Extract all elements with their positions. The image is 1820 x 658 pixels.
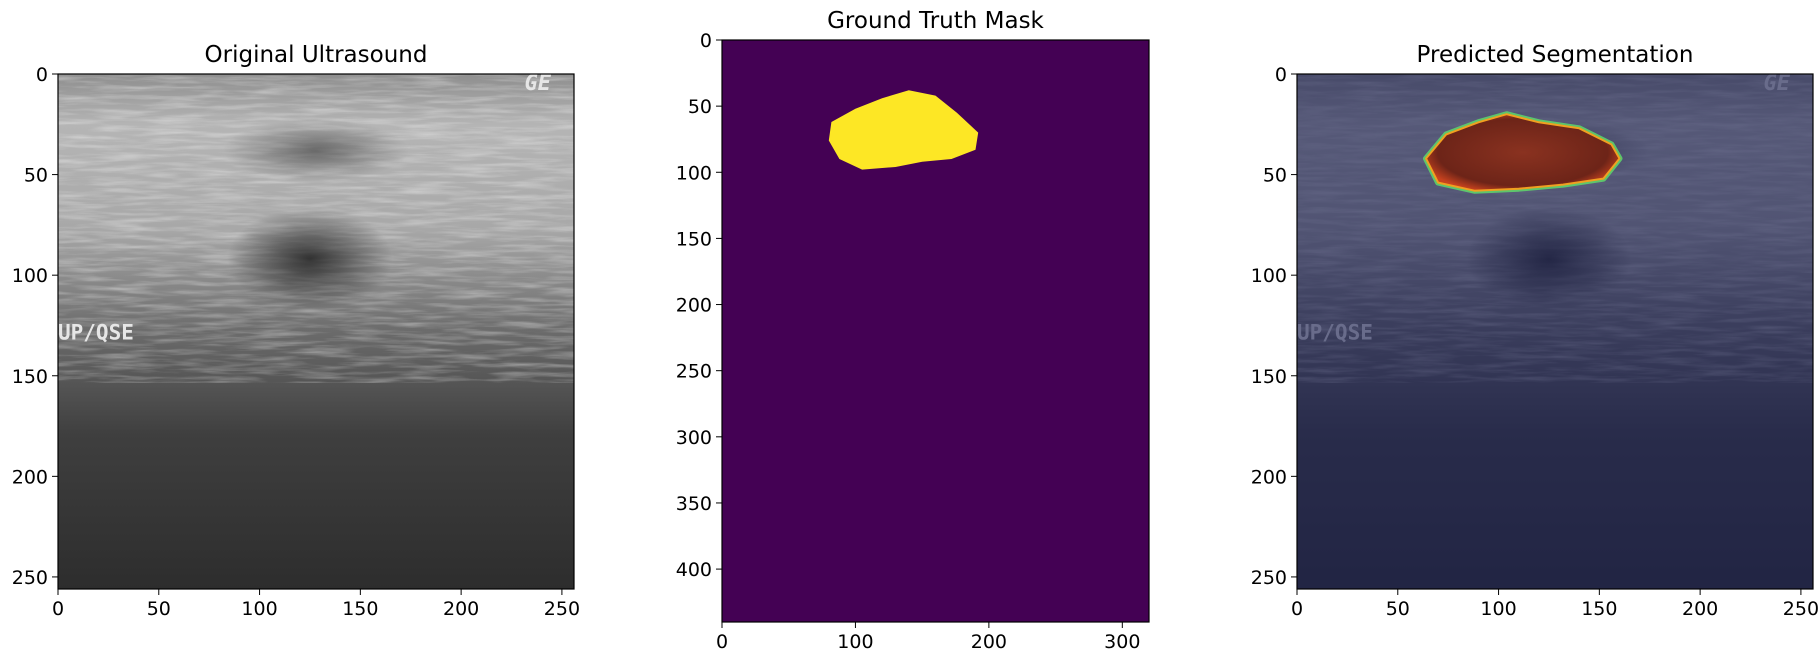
y-tick-label: 0 xyxy=(36,64,48,86)
y-tick-label: 100 xyxy=(676,162,712,184)
panel-title: Predicted Segmentation xyxy=(1417,42,1694,68)
y-tick-label: 100 xyxy=(1251,265,1287,287)
y-tick-label: 0 xyxy=(700,30,712,52)
y-tick-label: 150 xyxy=(12,366,48,388)
x-tick-label: 50 xyxy=(1386,598,1410,620)
x-tick-label: 200 xyxy=(443,598,479,620)
x-tick-label: 250 xyxy=(1783,598,1819,620)
y-tick-label: 350 xyxy=(676,493,712,515)
x-tick-label: 0 xyxy=(716,631,728,653)
y-tick-label: 250 xyxy=(1251,567,1287,589)
y-tick-label: 100 xyxy=(12,265,48,287)
y-tick-label: 250 xyxy=(676,361,712,383)
y-tick-label: 300 xyxy=(676,427,712,449)
y-tick-label: 200 xyxy=(676,295,712,317)
x-tick-label: 250 xyxy=(544,598,580,620)
x-tick-label: 100 xyxy=(241,598,277,620)
x-tick-label: 0 xyxy=(52,598,64,620)
x-tick-label: 150 xyxy=(342,598,378,620)
x-tick-label: 200 xyxy=(1682,598,1718,620)
probe-label-text: UP/QSE xyxy=(58,321,134,345)
x-tick-label: 0 xyxy=(1291,598,1303,620)
y-tick-label: 400 xyxy=(676,559,712,581)
y-tick-label: 150 xyxy=(1251,366,1287,388)
predicted-segmentation xyxy=(1425,113,1621,192)
x-tick-label: 200 xyxy=(971,631,1007,653)
image-area: GE UP/QSE xyxy=(58,71,574,589)
y-tick-label: 50 xyxy=(24,165,48,187)
y-tick-label: 50 xyxy=(1263,165,1287,187)
lesion-region xyxy=(223,119,409,182)
axes-frame xyxy=(721,39,1150,623)
ge-logo-text: GE xyxy=(524,71,551,96)
axes-frame xyxy=(1296,73,1814,590)
axes-frame xyxy=(57,73,575,590)
x-tick-label: 100 xyxy=(837,631,873,653)
panel-title: Original Ultrasound xyxy=(205,42,428,68)
y-tick-label: 200 xyxy=(12,466,48,488)
hypoechoic-region xyxy=(227,207,393,311)
x-tick-label: 100 xyxy=(1480,598,1516,620)
y-tick-label: 250 xyxy=(12,567,48,589)
x-tick-label: 150 xyxy=(1581,598,1617,620)
y-tick-label: 0 xyxy=(1275,64,1287,86)
x-tick-label: 300 xyxy=(1104,631,1140,653)
panel-1: GE UP/QSE Original Ultrasound 0 50 100 150 200 2… xyxy=(12,42,580,620)
panel-2: Ground Truth Mask 0 100 200 300 0 50 100 150 200 2… xyxy=(676,8,1150,653)
y-tick-label: 150 xyxy=(676,228,712,250)
y-tick-label: 200 xyxy=(1251,466,1287,488)
lesion-mask xyxy=(828,90,979,170)
x-tick-label: 50 xyxy=(147,598,171,620)
panel-title: Ground Truth Mask xyxy=(827,8,1044,34)
image-area xyxy=(722,40,1149,622)
y-tick-label: 50 xyxy=(688,96,712,118)
